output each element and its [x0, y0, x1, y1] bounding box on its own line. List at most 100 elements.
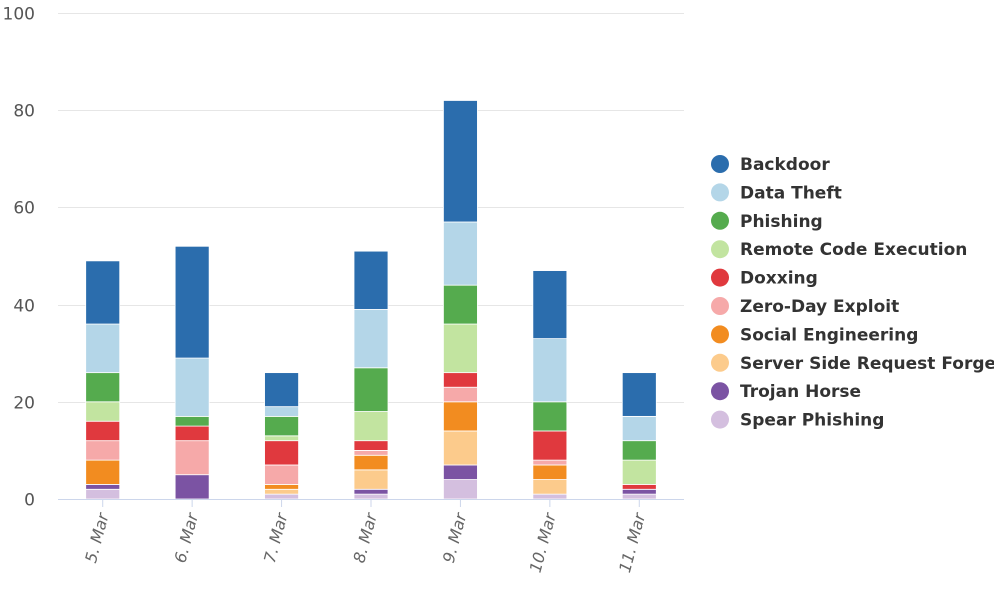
- bar-segment[interactable]: [621, 415, 657, 442]
- legend: Backdoor Data Theft Phishing Remote Code Ex…: [711, 155, 994, 431]
- bar-segment[interactable]: [443, 372, 478, 388]
- legend-item[interactable]: Backdoor: [711, 155, 830, 175]
- bar-segment[interactable]: [532, 479, 568, 495]
- bar-segment[interactable]: [353, 250, 389, 310]
- bar-segment[interactable]: [621, 493, 657, 500]
- bar-segment[interactable]: [532, 338, 568, 403]
- x-tick-label: 5. Mar: [81, 510, 113, 565]
- y-tick-label: 60: [13, 199, 35, 219]
- legend-item[interactable]: Server Side Request Forgery: [711, 353, 994, 374]
- legend-item[interactable]: Phishing: [711, 211, 823, 232]
- bar-segment[interactable]: [85, 440, 121, 461]
- bar-segment[interactable]: [85, 401, 121, 422]
- y-tick-label: 80: [13, 102, 35, 122]
- y-tick-label: 100: [3, 5, 35, 25]
- bar-segment[interactable]: [85, 484, 121, 490]
- y-axis-ticks: 0 20 40 60 80 100: [3, 5, 35, 511]
- bar-segment[interactable]: [174, 245, 210, 359]
- grid-lines: [58, 13, 684, 403]
- bar-segment[interactable]: [85, 459, 121, 485]
- bar-segment[interactable]: [621, 372, 657, 417]
- bar-segment[interactable]: [443, 386, 478, 403]
- y-tick-label: 40: [13, 297, 35, 317]
- legend-item[interactable]: Remote Code Execution: [711, 240, 967, 260]
- bar-segment[interactable]: [353, 488, 389, 495]
- bar-segment[interactable]: [264, 435, 299, 442]
- bar-segment[interactable]: [443, 464, 478, 480]
- bar-segment[interactable]: [353, 493, 389, 500]
- legend-marker: [711, 325, 729, 344]
- x-axis-ticks: 5. Mar 6. Mar 7. Mar 8. Mar 9. Mar 10. Mar 11.…: [81, 499, 650, 575]
- bar-segment[interactable]: [443, 430, 478, 466]
- bar-segment[interactable]: [353, 440, 389, 451]
- legend-marker: [711, 268, 729, 287]
- legend-label: Backdoor: [740, 155, 830, 175]
- bar-segment[interactable]: [353, 454, 389, 471]
- bar-segment[interactable]: [443, 323, 478, 374]
- bar-segment[interactable]: [85, 488, 121, 500]
- bar-segment[interactable]: [532, 459, 568, 466]
- bar-segment[interactable]: [443, 100, 478, 223]
- bar-segment[interactable]: [621, 488, 657, 495]
- y-tick-label: 0: [24, 491, 35, 511]
- bars: [85, 100, 657, 500]
- bar-segment[interactable]: [532, 493, 568, 500]
- bar-segment[interactable]: [85, 420, 121, 442]
- y-tick-label: 20: [13, 394, 35, 414]
- bar-segment[interactable]: [621, 440, 657, 461]
- bar-segment[interactable]: [443, 221, 478, 286]
- x-tick-label: 7. Mar: [260, 510, 292, 565]
- legend-label: Phishing: [740, 212, 823, 232]
- bar-segment[interactable]: [264, 488, 299, 495]
- bar-segment[interactable]: [264, 406, 299, 417]
- bar-segment[interactable]: [264, 440, 299, 466]
- bar-segment[interactable]: [353, 367, 389, 412]
- legend-marker: [711, 297, 729, 315]
- legend-marker: [711, 155, 729, 173]
- legend-label: Trojan Horse: [740, 382, 861, 402]
- legend-item[interactable]: Zero-Day Exploit: [711, 297, 899, 317]
- bar-segment[interactable]: [264, 484, 299, 490]
- bar-segment[interactable]: [264, 415, 299, 437]
- bar-segment[interactable]: [174, 425, 210, 442]
- bar-segment[interactable]: [85, 372, 121, 403]
- x-tick-label: 6. Mar: [171, 510, 203, 565]
- bar-segment[interactable]: [264, 464, 299, 485]
- legend-item[interactable]: Social Engineering: [711, 325, 918, 345]
- bar-segment[interactable]: [532, 270, 568, 340]
- bar-segment[interactable]: [85, 323, 121, 374]
- bar-segment[interactable]: [532, 430, 568, 461]
- bar-segment[interactable]: [353, 449, 389, 456]
- bar-segment[interactable]: [621, 484, 657, 490]
- legend-marker: [711, 410, 729, 429]
- legend-label: Spear Phishing: [740, 411, 884, 431]
- bar-segment[interactable]: [174, 474, 210, 500]
- bar-segment[interactable]: [264, 372, 299, 408]
- legend-label: Zero-Day Exploit: [740, 297, 899, 317]
- bar-segment[interactable]: [443, 479, 478, 500]
- legend-item[interactable]: Trojan Horse: [711, 382, 861, 402]
- legend-item[interactable]: Spear Phishing: [711, 410, 884, 431]
- bar-segment[interactable]: [532, 401, 568, 432]
- x-tick-label: 10. Mar: [526, 510, 560, 575]
- bar-segment[interactable]: [353, 309, 389, 369]
- bar-segment[interactable]: [264, 493, 299, 500]
- legend-marker: [711, 353, 729, 372]
- x-tick-label: 11. Mar: [615, 510, 649, 575]
- bar-segment[interactable]: [353, 469, 389, 490]
- bar-segment[interactable]: [353, 411, 389, 442]
- legend-label: Server Side Request Forgery: [740, 354, 994, 374]
- bar-segment[interactable]: [85, 260, 121, 325]
- bar-segment[interactable]: [174, 415, 210, 427]
- legend-item[interactable]: Data Theft: [711, 183, 842, 203]
- bar-segment[interactable]: [443, 401, 478, 432]
- bar-segment[interactable]: [443, 284, 478, 325]
- legend-label: Remote Code Execution: [740, 240, 967, 260]
- bar-segment[interactable]: [621, 459, 657, 485]
- legend-label: Social Engineering: [740, 325, 918, 345]
- bar-segment[interactable]: [174, 357, 210, 417]
- bar-segment[interactable]: [532, 464, 568, 480]
- bar-segment[interactable]: [174, 440, 210, 476]
- legend-item[interactable]: Doxxing: [711, 268, 818, 289]
